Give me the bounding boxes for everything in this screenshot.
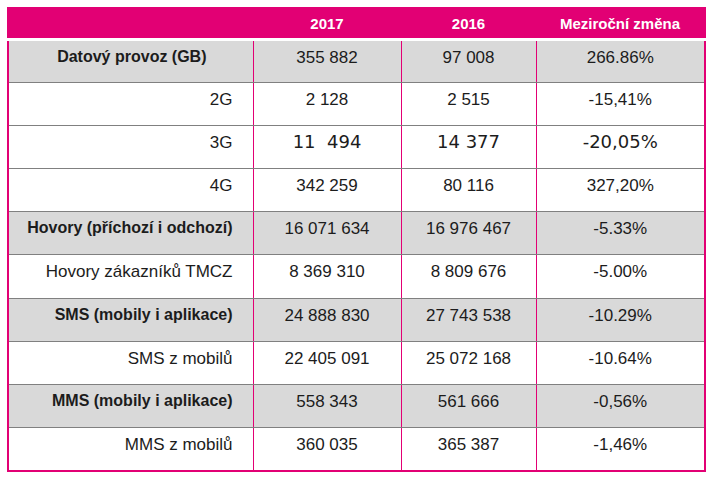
value-2016-cell: 16 976 467 bbox=[401, 212, 536, 255]
row-label-cell: Datový provoz (GB) bbox=[8, 39, 253, 82]
value-2017-cell: 342 259 bbox=[253, 169, 401, 212]
table-row: Hovory zákazníků TMCZ8 369 3108 809 676-… bbox=[8, 255, 705, 298]
header-2017-column: 2017 bbox=[253, 8, 401, 39]
row-label-cell: Hovory (příchozí i odchozí) bbox=[8, 212, 253, 255]
row-label-cell: 4G bbox=[8, 169, 253, 212]
value-change-cell: -15,41% bbox=[536, 82, 705, 125]
table-header-row: 2017 2016 Meziroční změna bbox=[8, 8, 705, 39]
value-change-cell: 266.86% bbox=[536, 39, 705, 82]
value-2016-cell: 97 008 bbox=[401, 39, 536, 82]
value-2017-cell: 2 128 bbox=[253, 82, 401, 125]
yearly-traffic-table: 2017 2016 Meziroční změna Datový provoz … bbox=[7, 7, 706, 472]
value-2016-cell: 27 743 538 bbox=[401, 298, 536, 341]
table-row: MMS z mobilů360 035365 387-1,46% bbox=[8, 428, 705, 471]
value-2017-cell: 11 494 bbox=[253, 125, 401, 168]
value-2016-cell: 561 666 bbox=[401, 385, 536, 428]
value-2017-cell: 8 369 310 bbox=[253, 255, 401, 298]
value-change-cell: -5.00% bbox=[536, 255, 705, 298]
row-label-cell: MMS z mobilů bbox=[8, 428, 253, 471]
value-2017-cell: 355 882 bbox=[253, 39, 401, 82]
value-2016-cell: 80 116 bbox=[401, 169, 536, 212]
value-change-cell: -0,56% bbox=[536, 385, 705, 428]
traffic-stats-page: 2017 2016 Meziroční změna Datový provoz … bbox=[0, 0, 711, 479]
table-body: Datový provoz (GB)355 88297 008266.86%2G… bbox=[8, 39, 705, 471]
value-2016-cell: 14 377 bbox=[401, 125, 536, 168]
value-2017-cell: 558 343 bbox=[253, 385, 401, 428]
value-2016-cell: 2 515 bbox=[401, 82, 536, 125]
table-row: 4G342 25980 116327,20% bbox=[8, 169, 705, 212]
row-label-cell: 2G bbox=[8, 82, 253, 125]
row-label-cell: 3G bbox=[8, 125, 253, 168]
value-change-cell: -5.33% bbox=[536, 212, 705, 255]
value-change-cell: -10.29% bbox=[536, 298, 705, 341]
value-change-cell: 327,20% bbox=[536, 169, 705, 212]
value-2016-cell: 8 809 676 bbox=[401, 255, 536, 298]
table-row: Hovory (příchozí i odchozí)16 071 63416 … bbox=[8, 212, 705, 255]
value-change-cell: -10.64% bbox=[536, 341, 705, 384]
row-label-cell: SMS (mobily i aplikace) bbox=[8, 298, 253, 341]
value-2017-cell: 360 035 bbox=[253, 428, 401, 471]
row-label-cell: SMS z mobilů bbox=[8, 341, 253, 384]
header-2016-column: 2016 bbox=[401, 8, 536, 39]
table-row: 2G2 1282 515-15,41% bbox=[8, 82, 705, 125]
value-2016-cell: 25 072 168 bbox=[401, 341, 536, 384]
header-yoy-change-column: Meziroční změna bbox=[536, 8, 705, 39]
value-2017-cell: 16 071 634 bbox=[253, 212, 401, 255]
value-change-cell: -1,46% bbox=[536, 428, 705, 471]
value-2016-cell: 365 387 bbox=[401, 428, 536, 471]
table-row: SMS (mobily i aplikace)24 888 83027 743 … bbox=[8, 298, 705, 341]
table-row: Datový provoz (GB)355 88297 008266.86% bbox=[8, 39, 705, 82]
header-metric-column bbox=[8, 8, 253, 39]
value-2017-cell: 22 405 091 bbox=[253, 341, 401, 384]
row-label-cell: Hovory zákazníků TMCZ bbox=[8, 255, 253, 298]
row-label-cell: MMS (mobily i aplikace) bbox=[8, 385, 253, 428]
value-2017-cell: 24 888 830 bbox=[253, 298, 401, 341]
table-row: SMS z mobilů22 405 09125 072 168-10.64% bbox=[8, 341, 705, 384]
value-change-cell: -20,05% bbox=[536, 125, 705, 168]
table-row: MMS (mobily i aplikace)558 343561 666-0,… bbox=[8, 385, 705, 428]
table-row: 3G11 49414 377-20,05% bbox=[8, 125, 705, 168]
